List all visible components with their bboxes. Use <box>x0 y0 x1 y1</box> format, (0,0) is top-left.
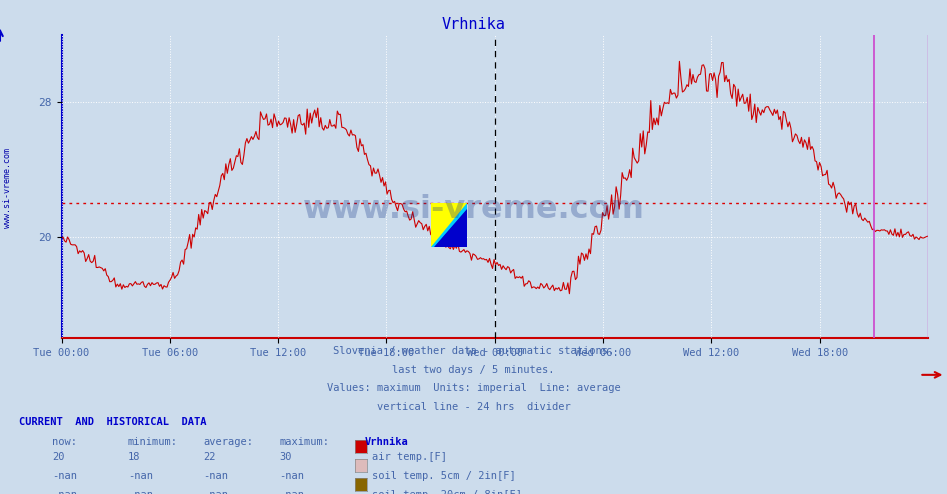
Text: -nan: -nan <box>204 471 228 481</box>
Text: -nan: -nan <box>128 471 152 481</box>
Text: -nan: -nan <box>52 490 77 494</box>
Text: 18: 18 <box>128 452 140 462</box>
Text: vertical line - 24 hrs  divider: vertical line - 24 hrs divider <box>377 402 570 412</box>
Text: -nan: -nan <box>204 490 228 494</box>
Text: 30: 30 <box>279 452 292 462</box>
Text: minimum:: minimum: <box>128 437 178 447</box>
Text: Values: maximum  Units: imperial  Line: average: Values: maximum Units: imperial Line: av… <box>327 383 620 393</box>
Text: www.si-vreme.com: www.si-vreme.com <box>3 148 12 228</box>
Text: -nan: -nan <box>128 490 152 494</box>
Text: www.si-vreme.com: www.si-vreme.com <box>302 195 645 225</box>
Text: Vrhnika: Vrhnika <box>365 437 408 447</box>
Polygon shape <box>435 209 467 247</box>
Text: Vrhnika: Vrhnika <box>441 17 506 32</box>
Text: maximum:: maximum: <box>279 437 330 447</box>
Text: -nan: -nan <box>52 471 77 481</box>
Text: -nan: -nan <box>279 490 304 494</box>
Text: 22: 22 <box>204 452 216 462</box>
Text: now:: now: <box>52 437 77 447</box>
Text: last two days / 5 minutes.: last two days / 5 minutes. <box>392 365 555 374</box>
Text: Slovenia / weather data - automatic stations.: Slovenia / weather data - automatic stat… <box>333 346 614 356</box>
Text: soil temp. 5cm / 2in[F]: soil temp. 5cm / 2in[F] <box>372 471 516 481</box>
Text: 20: 20 <box>52 452 64 462</box>
Polygon shape <box>431 203 467 247</box>
Polygon shape <box>431 203 467 247</box>
Text: soil temp. 20cm / 8in[F]: soil temp. 20cm / 8in[F] <box>372 490 522 494</box>
Text: air temp.[F]: air temp.[F] <box>372 452 447 462</box>
Text: -nan: -nan <box>279 471 304 481</box>
Text: average:: average: <box>204 437 254 447</box>
Text: CURRENT  AND  HISTORICAL  DATA: CURRENT AND HISTORICAL DATA <box>19 417 206 427</box>
